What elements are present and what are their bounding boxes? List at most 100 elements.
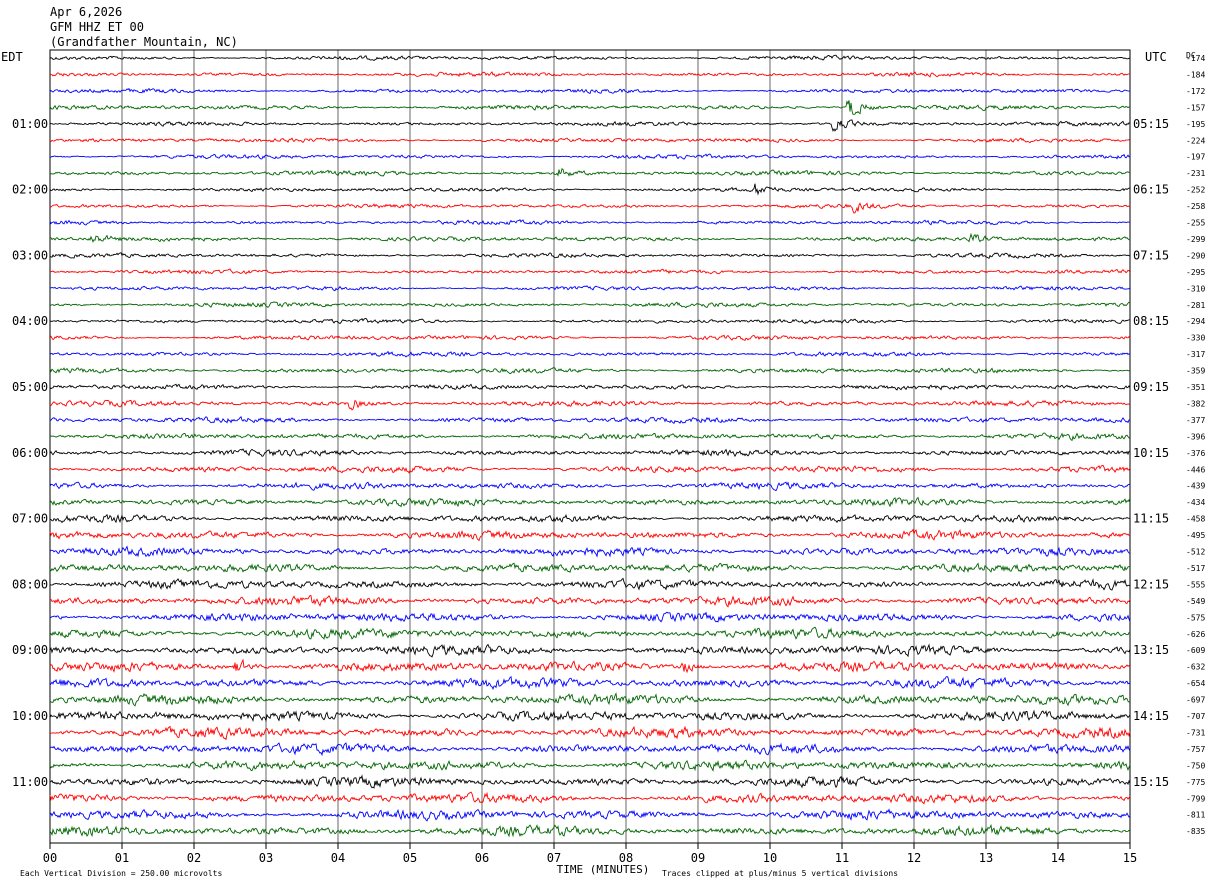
right-hour-label: 14:15 [1133, 709, 1169, 723]
dc-offset-label: -184 [1186, 70, 1205, 79]
right-hour-label: 10:15 [1133, 446, 1169, 460]
trace-row [49, 528, 1131, 542]
left-hour-label: 05:00 [12, 380, 48, 394]
dc-offset-label: -382 [1186, 399, 1205, 408]
left-hour-label: 03:00 [12, 248, 48, 262]
left-hour-label: 07:00 [12, 512, 48, 526]
trace-row [49, 675, 1131, 690]
x-tick-label: 04 [331, 851, 345, 865]
scale-note: Each Vertical Division = 250.00 microvol… [20, 869, 222, 878]
dc-offset-label: -731 [1186, 728, 1205, 737]
trace-row [49, 301, 1131, 309]
dc-offset-label: -174 [1186, 54, 1205, 63]
trace-row [49, 285, 1131, 292]
right-hour-label: 11:15 [1133, 512, 1169, 526]
dc-offset-label: -330 [1186, 334, 1205, 343]
header-location: (Grandfather Mountain, NC) [50, 35, 238, 49]
right-hour-label: 07:15 [1133, 248, 1169, 262]
dc-offset-label: -654 [1186, 679, 1205, 688]
dc-offset-label: -512 [1186, 548, 1205, 557]
trace-row [49, 71, 1131, 78]
trace-row [49, 774, 1131, 789]
trace-row [49, 252, 1131, 260]
dc-offset-label: -351 [1186, 383, 1205, 392]
trace-row [49, 137, 1131, 144]
right-hour-label: 12:15 [1133, 577, 1169, 591]
x-tick-label: 08 [619, 851, 633, 865]
dc-offset-label: -626 [1186, 630, 1205, 639]
minute-gridlines [121, 50, 1059, 843]
x-tick-label: 14 [1051, 851, 1065, 865]
dc-offset-label: -609 [1186, 646, 1205, 655]
dc-offset-label: -757 [1186, 745, 1205, 754]
right-hour-label: 13:15 [1133, 643, 1169, 657]
dc-offset-label: -195 [1186, 120, 1205, 129]
trace-row [49, 562, 1131, 573]
trace-row [49, 496, 1131, 508]
trace-row [49, 268, 1131, 275]
x-tick-label: 10 [763, 851, 777, 865]
trace-row [49, 692, 1131, 707]
dc-offset-label: -446 [1186, 465, 1205, 474]
trace-row [49, 626, 1131, 640]
trace-row [49, 513, 1131, 524]
clip-note: Traces clipped at plus/minus 5 vertical … [662, 869, 898, 878]
right-hour-label: 09:15 [1133, 380, 1169, 394]
dc-offset-label: -281 [1186, 301, 1205, 310]
trace-row [49, 100, 1131, 115]
dc-offset-label: -555 [1186, 580, 1205, 589]
plot-frame [49, 49, 1131, 844]
dc-offset-label: -299 [1186, 235, 1205, 244]
dc-offset-label: -750 [1186, 761, 1205, 770]
dc-offset-label: -377 [1186, 416, 1205, 425]
trace-row [49, 350, 1131, 358]
x-axis-title: TIME (MINUTES) [557, 863, 650, 876]
dc-offset-label: -439 [1186, 482, 1205, 491]
dc-offset-label: -359 [1186, 367, 1205, 376]
x-tick-label: 13 [979, 851, 993, 865]
dc-offset-label: -310 [1186, 284, 1205, 293]
trace-row [49, 416, 1131, 424]
left-hour-label: 09:00 [12, 643, 48, 657]
dc-offset-label: -231 [1186, 169, 1205, 178]
right-hour-label: 06:15 [1133, 183, 1169, 197]
trace-row [49, 367, 1131, 375]
dc-offset-label: -258 [1186, 202, 1205, 211]
trace-row [49, 153, 1131, 160]
trace-row [49, 87, 1131, 95]
x-tick-label: 02 [187, 851, 201, 865]
trace-row [49, 183, 1131, 196]
trace-row [49, 334, 1131, 342]
trace-row [49, 481, 1131, 492]
trace-row [49, 317, 1131, 325]
seismic-traces [49, 54, 1131, 838]
right-timezone-label: UTC [1145, 50, 1167, 64]
dc-offset-label: -707 [1186, 712, 1205, 721]
x-tick-label: 06 [475, 851, 489, 865]
dc-offset-label: -317 [1186, 350, 1205, 359]
right-hour-label: 08:15 [1133, 314, 1169, 328]
dc-offset-label: -549 [1186, 597, 1205, 606]
right-hour-label: 05:15 [1133, 117, 1169, 131]
trace-row [49, 725, 1131, 741]
dc-offset-header: DC [1186, 51, 1196, 60]
trace-row [49, 432, 1131, 442]
trace-row [49, 168, 1131, 177]
dc-offset-label: -811 [1186, 811, 1205, 820]
x-tick-label: 11 [835, 851, 849, 865]
header-channel: GFM HHZ ET 00 [50, 20, 144, 34]
right-hour-label: 15:15 [1133, 775, 1169, 789]
trace-row [49, 232, 1131, 243]
trace-row [49, 791, 1131, 805]
left-hour-label: 08:00 [12, 577, 48, 591]
dc-offset-label: -294 [1186, 317, 1205, 326]
dc-offset-label: -224 [1186, 136, 1205, 145]
dc-offset-label: -697 [1186, 696, 1205, 705]
left-hour-label: 04:00 [12, 314, 48, 328]
trace-row [49, 709, 1131, 723]
trace-row [49, 643, 1131, 658]
dc-offset-label: -376 [1186, 449, 1205, 458]
dc-offset-label: -458 [1186, 515, 1205, 524]
trace-row [49, 202, 1131, 214]
